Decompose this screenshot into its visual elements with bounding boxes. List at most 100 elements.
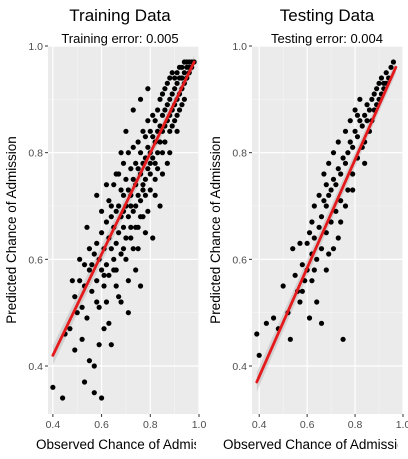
data-point: [340, 336, 346, 342]
data-point: [142, 192, 149, 198]
data-point: [362, 160, 368, 166]
data-point: [357, 118, 363, 124]
data-point: [340, 155, 346, 161]
data-point: [347, 139, 353, 145]
data-point: [86, 267, 93, 273]
x-axis-label: Observed Chance of Admission: [223, 437, 408, 452]
data-point: [108, 214, 114, 220]
data-point: [172, 75, 178, 81]
data-point: [263, 320, 269, 326]
data-point: [137, 214, 144, 220]
data-point: [316, 192, 322, 198]
data-point: [311, 267, 317, 273]
data-point: [152, 176, 158, 182]
data-point: [157, 96, 163, 102]
data-point: [152, 118, 158, 124]
data-point: [314, 256, 320, 262]
y-tick-label: 0.6: [28, 254, 43, 266]
data-point: [169, 91, 175, 97]
data-point: [152, 160, 158, 166]
data-point: [125, 310, 131, 316]
data-point: [169, 123, 175, 129]
data-point: [297, 240, 303, 246]
data-point: [366, 107, 373, 113]
data-point: [162, 139, 168, 145]
data-point: [125, 214, 131, 220]
data-point: [94, 299, 100, 305]
data-point: [101, 283, 107, 289]
data-point: [338, 219, 344, 225]
data-point: [77, 256, 83, 262]
data-point: [125, 278, 131, 284]
data-point: [123, 176, 129, 182]
data-point: [81, 262, 88, 268]
x-tick-label: 0.8: [348, 419, 363, 431]
data-point: [108, 342, 114, 348]
data-point: [91, 251, 97, 257]
data-point: [292, 272, 298, 278]
y-tick-label: 0.6: [232, 254, 247, 266]
data-point: [125, 150, 131, 156]
data-point: [128, 166, 134, 172]
data-point: [299, 288, 305, 294]
data-point: [128, 203, 134, 209]
data-point: [89, 288, 95, 294]
x-tick-label: 1.0: [396, 419, 408, 431]
data-point: [318, 320, 325, 326]
chart-panel-2: 0.4 0.6 0.8 1.0 0.4 0.6 0.8 1.0 Testing Data Test…: [208, 6, 408, 452]
x-tick-label: 0.4: [46, 419, 61, 431]
data-point: [147, 160, 153, 166]
y-tick-label: 0.8: [28, 148, 43, 160]
data-point: [169, 70, 175, 76]
data-point: [135, 139, 141, 145]
y-axis-label: Predicted Chance of Admission: [208, 136, 223, 324]
data-point: [142, 230, 149, 236]
x-tick-label: 0.6: [94, 419, 109, 431]
y-tick-label: 0.4: [232, 361, 247, 373]
data-point: [128, 235, 134, 241]
data-point: [79, 336, 85, 342]
data-point: [176, 107, 183, 113]
data-point: [150, 112, 156, 118]
data-point: [113, 240, 119, 246]
data-point: [106, 198, 112, 204]
data-point: [164, 102, 170, 108]
y-tick-label: 0.8: [232, 148, 247, 160]
data-point: [50, 384, 56, 390]
data-point: [91, 390, 97, 396]
data-point: [167, 75, 173, 81]
y-tick-label: 0.4: [28, 361, 43, 373]
data-point: [128, 224, 134, 230]
data-point: [374, 86, 380, 92]
data-point: [164, 160, 170, 166]
data-point: [133, 267, 139, 273]
data-point: [378, 75, 385, 81]
data-point: [254, 331, 260, 337]
data-point: [98, 395, 105, 401]
data-point: [338, 171, 344, 177]
data-point: [120, 192, 127, 198]
data-point: [118, 251, 124, 257]
data-point: [323, 230, 329, 236]
data-point: [111, 182, 117, 188]
data-point: [103, 262, 110, 268]
data-point: [152, 192, 158, 198]
data-point: [94, 240, 100, 246]
data-point: [345, 187, 351, 193]
data-point: [306, 315, 313, 321]
data-point: [364, 102, 370, 108]
data-point: [150, 134, 156, 140]
data-point: [335, 166, 341, 172]
data-point: [162, 107, 168, 113]
data-point: [354, 134, 361, 140]
data-point: [390, 59, 397, 65]
fit-line: [51, 60, 196, 357]
data-point: [74, 310, 80, 316]
data-point: [91, 363, 97, 369]
data-point: [103, 182, 110, 188]
data-point: [181, 96, 187, 102]
data-point: [130, 246, 136, 252]
data-point: [133, 160, 139, 166]
data-point: [179, 64, 185, 70]
data-point: [125, 187, 131, 193]
